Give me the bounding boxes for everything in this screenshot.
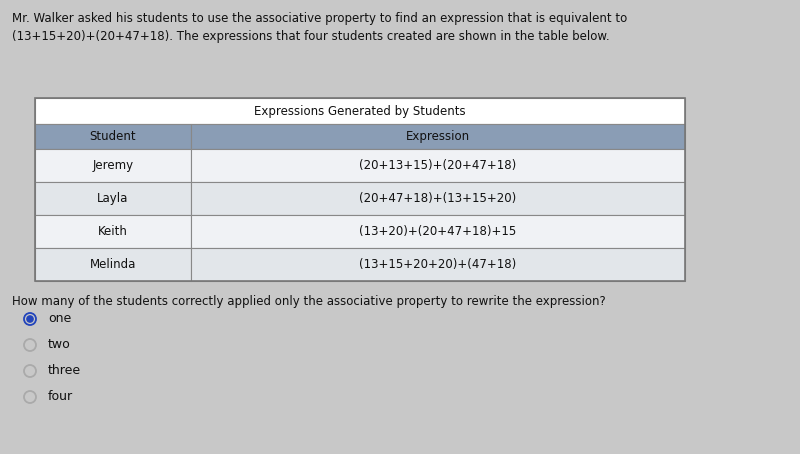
Text: (20+13+15)+(20+47+18): (20+13+15)+(20+47+18) [359,159,517,172]
Bar [191,215,685,248]
Bar [191,149,685,182]
Bar [35,182,191,215]
Text: three: three [48,365,81,377]
Bar [35,98,685,281]
Text: (20+47+18)+(13+15+20): (20+47+18)+(13+15+20) [359,192,517,205]
Text: Layla: Layla [98,192,129,205]
Circle shape [27,316,33,322]
Bar [191,124,685,149]
Text: Expressions Generated by Students: Expressions Generated by Students [254,104,466,118]
Text: two: two [48,339,70,351]
Bar [191,182,685,215]
Text: Mr. Walker asked his students to use the associative property to find an express: Mr. Walker asked his students to use the… [12,12,627,25]
Bar [35,248,191,281]
Text: Student: Student [90,130,136,143]
Text: How many of the students correctly applied only the associative property to rewr: How many of the students correctly appli… [12,295,606,308]
Text: Melinda: Melinda [90,258,136,271]
Text: four: four [48,390,73,404]
Text: Keith: Keith [98,225,128,238]
Text: Expression: Expression [406,130,470,143]
Text: (13+15+20+20)+(47+18): (13+15+20+20)+(47+18) [359,258,517,271]
Bar [35,149,191,182]
Text: Jeremy: Jeremy [93,159,134,172]
Bar [35,124,191,149]
Bar [35,215,191,248]
Text: one: one [48,312,71,326]
Bar [191,248,685,281]
Bar [35,98,685,124]
Text: (13+20)+(20+47+18)+15: (13+20)+(20+47+18)+15 [359,225,517,238]
Text: (13+15+20)+(20+47+18). The expressions that four students created are shown in t: (13+15+20)+(20+47+18). The expressions t… [12,30,610,43]
